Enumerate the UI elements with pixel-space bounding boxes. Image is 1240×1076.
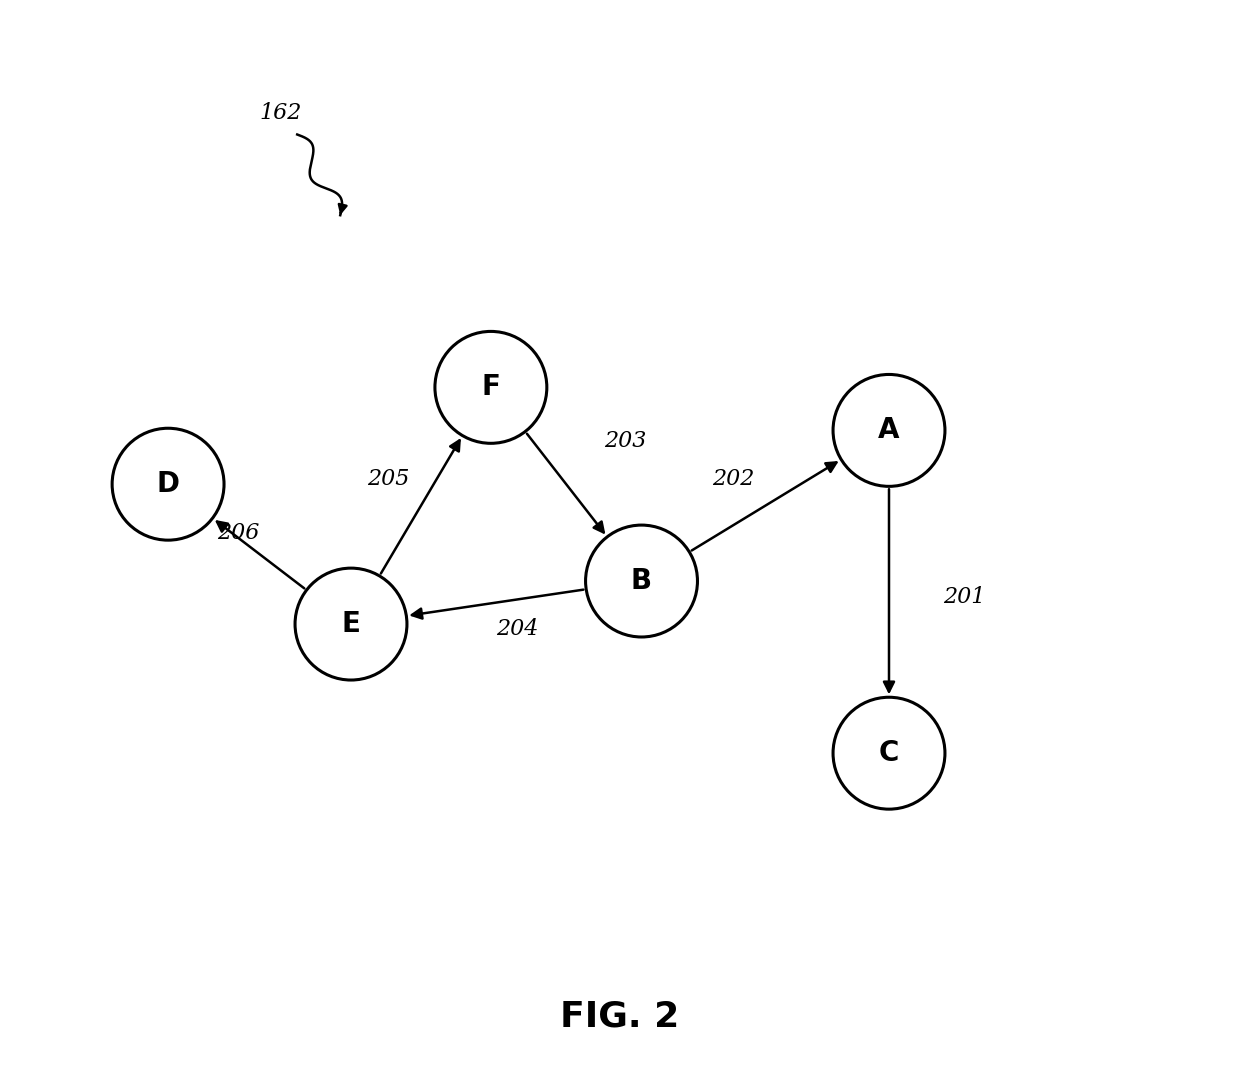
Text: 206: 206 <box>217 522 259 543</box>
Circle shape <box>112 428 224 540</box>
Circle shape <box>833 374 945 486</box>
Text: 204: 204 <box>496 619 539 640</box>
Text: D: D <box>156 470 180 498</box>
Circle shape <box>585 525 697 637</box>
Text: 205: 205 <box>367 468 410 490</box>
Text: B: B <box>631 567 652 595</box>
Text: 202: 202 <box>712 468 754 490</box>
Circle shape <box>435 331 547 443</box>
Text: 203: 203 <box>604 430 646 452</box>
Text: C: C <box>879 739 899 767</box>
Text: FIG. 2: FIG. 2 <box>560 1000 680 1034</box>
Text: E: E <box>341 610 361 638</box>
Text: F: F <box>481 373 500 401</box>
Text: 162: 162 <box>260 102 303 124</box>
Text: A: A <box>878 416 900 444</box>
Text: 201: 201 <box>944 586 986 608</box>
Circle shape <box>295 568 407 680</box>
Circle shape <box>833 697 945 809</box>
